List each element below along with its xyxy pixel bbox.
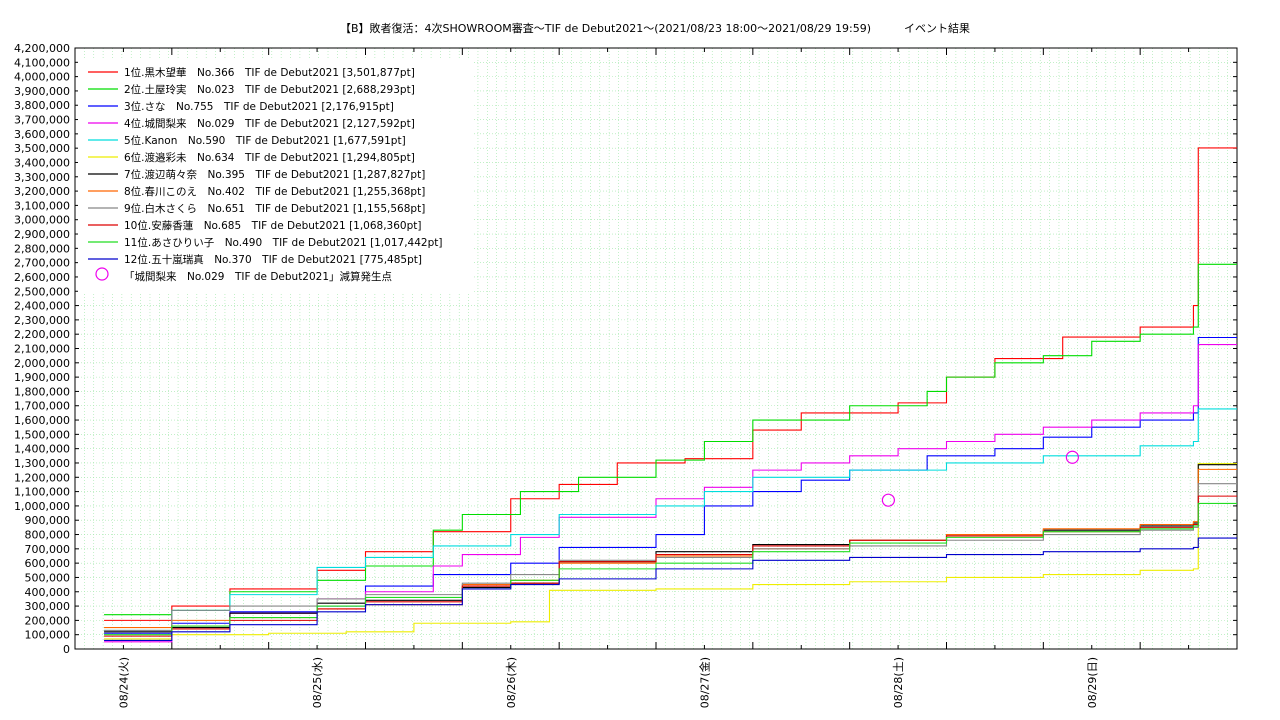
legend-label: 8位.春川このえ No.402 TIF de Debut2021 [1,255,… [124,185,425,198]
y-tick-label: 2,400,000 [14,300,70,313]
series-line-4 [104,344,1237,643]
y-tick-label: 1,900,000 [14,371,70,384]
y-tick-label: 3,300,000 [14,171,70,184]
y-tick-label: 200,000 [25,614,71,627]
y-tick-label: 1,600,000 [14,414,70,427]
y-tick-label: 2,800,000 [14,242,70,255]
legend-label: 1位.黒木望華 No.366 TIF de Debut2021 [3,501,8… [124,66,415,79]
legend-box [78,58,473,294]
y-tick-label: 4,200,000 [14,42,70,55]
series-line-10 [104,495,1237,637]
y-tick-label: 700,000 [25,543,71,556]
legend-label: 4位.城間梨来 No.029 TIF de Debut2021 [2,127,5… [124,117,415,130]
legend-label: 11位.あさひりい子 No.490 TIF de Debut2021 [1,01… [124,236,442,249]
y-tick-label: 2,700,000 [14,257,70,270]
x-tick-label: 08/28(土) [892,657,905,708]
y-tick-label: 3,700,000 [14,114,70,127]
y-tick-label: 600,000 [25,557,71,570]
y-tick-label: 3,400,000 [14,156,70,169]
legend: 1位.黒木望華 No.366 TIF de Debut2021 [3,501,8… [78,58,473,294]
y-tick-label: 1,500,000 [14,428,70,441]
y-tick-label: 3,800,000 [14,99,70,112]
y-tick-label: 100,000 [25,629,71,642]
y-tick-label: 2,600,000 [14,271,70,284]
x-tick-label: 08/26(木) [505,657,518,708]
series-line-8 [104,468,1237,629]
legend-label: 2位.土屋玲実 No.023 TIF de Debut2021 [2,688,2… [124,83,415,96]
y-tick-label: 800,000 [25,529,71,542]
grid [74,47,1238,650]
x-tick-label: 08/27(金) [697,657,711,708]
legend-label: 5位.Kanon No.590 TIF de Debut2021 [1,677,… [124,134,406,147]
y-tick-label: 1,700,000 [14,400,70,413]
y-tick-label: 2,100,000 [14,343,70,356]
y-tick-label: 2,500,000 [14,285,70,298]
y-tick-label: 4,000,000 [14,71,70,84]
deduction-marker [1065,450,1079,464]
legend-label: 10位.安藤香蓮 No.685 TIF de Debut2021 [1,068,… [124,219,421,232]
y-tick-label: 1,200,000 [14,471,70,484]
y-tick-label: 3,100,000 [14,199,70,212]
chart-title: 【B】敗者復活：4次SHOWROOM審査〜TIF de Debut2021〜(2… [339,22,971,35]
y-tick-label: 2,000,000 [14,357,70,370]
y-tick-label: 2,900,000 [14,228,70,241]
y-tick-label: 4,100,000 [14,56,70,69]
deduction-marker [881,493,896,507]
series-line-2 [104,263,1237,616]
series-line-1 [104,147,1237,621]
series-line-6 [104,463,1237,640]
y-tick-label: 500,000 [25,571,71,584]
y-tick-label: 1,800,000 [14,385,70,398]
legend-label: 12位.五十嵐瑞真 No.370 TIF de Debut2021 [775,4… [124,253,422,266]
x-tick-label: 08/24(火) [117,657,130,708]
y-tick-label: 1,000,000 [14,500,70,513]
deduction-markers [881,450,1079,507]
y-tick-label: 900,000 [25,514,71,527]
y-tick-label: 3,200,000 [14,185,70,198]
y-tick-label: 1,400,000 [14,443,70,456]
y-tick-label: 3,500,000 [14,142,70,155]
y-tick-label: 1,100,000 [14,486,70,499]
legend-marker-label: 「城間梨来 No.029 TIF de Debut2021」減算発生点 [124,270,392,283]
y-tick-label: 3,000,000 [14,214,70,227]
y-tick-label: 0 [63,643,70,656]
y-tick-label: 3,600,000 [14,128,70,141]
y-tick-label: 300,000 [25,600,71,613]
legend-label: 7位.渡辺萌々奈 No.395 TIF de Debut2021 [1,287,… [124,168,425,181]
series-line-12 [104,537,1237,641]
legend-label: 6位.渡邉彩未 No.634 TIF de Debut2021 [1,294,8… [124,151,415,164]
series-lines [104,147,1237,643]
y-tick-label: 2,200,000 [14,328,70,341]
x-tick-label: 08/25(水) [311,657,324,708]
y-tick-label: 1,300,000 [14,457,70,470]
y-tick-label: 3,900,000 [14,85,70,98]
y-tick-label: 2,300,000 [14,314,70,327]
legend-marker-swatch [95,267,109,281]
legend-label: 9位.白木さくら No.651 TIF de Debut2021 [1,155,… [124,202,425,215]
x-tick-label: 08/29(日) [1086,657,1099,708]
series-line-5 [104,408,1237,631]
y-tick-label: 400,000 [25,586,71,599]
series-line-7 [104,464,1237,633]
legend-label: 3位.さな No.755 TIF de Debut2021 [2,176,915… [124,100,394,113]
